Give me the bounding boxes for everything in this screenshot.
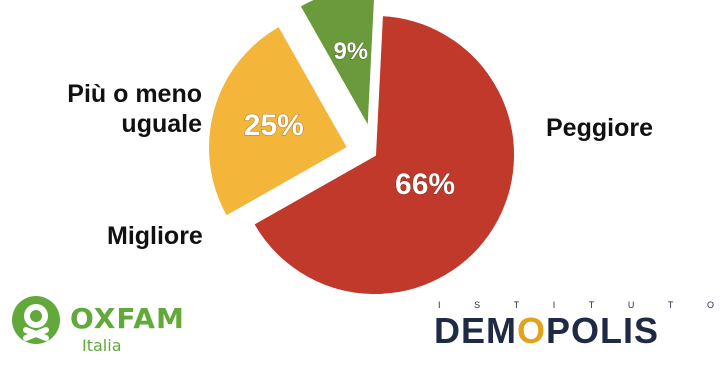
legend-label-uguale: Più o meno uguale <box>22 79 202 139</box>
oxfam-name: OXFAM <box>70 302 185 335</box>
pie-slice-peggiore <box>251 14 516 296</box>
demopolis-top-letter: U <box>627 300 635 310</box>
pie-slice-pi-o-meno-uguale <box>207 24 350 218</box>
legend-label-uguale-line1: Più o meno <box>67 80 202 108</box>
legend-label-uguale-line2: uguale <box>121 110 202 138</box>
demopolis-top-letter: I <box>552 300 556 310</box>
demopolis-name: DEMOPOLIS <box>434 310 659 352</box>
demopolis-top-letter: T <box>513 300 520 310</box>
data-label-peggiore: 66% <box>395 168 455 201</box>
demopolis-name-part2: POLIS <box>546 310 660 351</box>
oxfam-logo: OXFAM Italia <box>12 296 212 358</box>
demopolis-top-letter: O <box>706 300 714 310</box>
oxfam-logo-icon <box>12 296 60 344</box>
demopolis-top-letter: I <box>438 300 441 310</box>
legend-label-migliore: Migliore <box>107 222 203 250</box>
data-label-migliore: 9% <box>333 38 368 65</box>
demopolis-top-letter: T <box>588 300 595 310</box>
demopolis-name-o: O <box>517 310 547 351</box>
demopolis-top-letter: S <box>474 300 481 310</box>
data-label-pi-o-meno-uguale: 25% <box>244 109 304 142</box>
demopolis-name-part1: DEM <box>434 310 517 351</box>
pie-slice-migliore <box>298 0 376 132</box>
legend-label-peggiore: Peggiore <box>546 114 653 142</box>
oxfam-subtitle: Italia <box>82 336 122 355</box>
pie-chart: 66% 25% 9% <box>207 0 516 296</box>
demopolis-top-letter: T <box>667 300 674 310</box>
